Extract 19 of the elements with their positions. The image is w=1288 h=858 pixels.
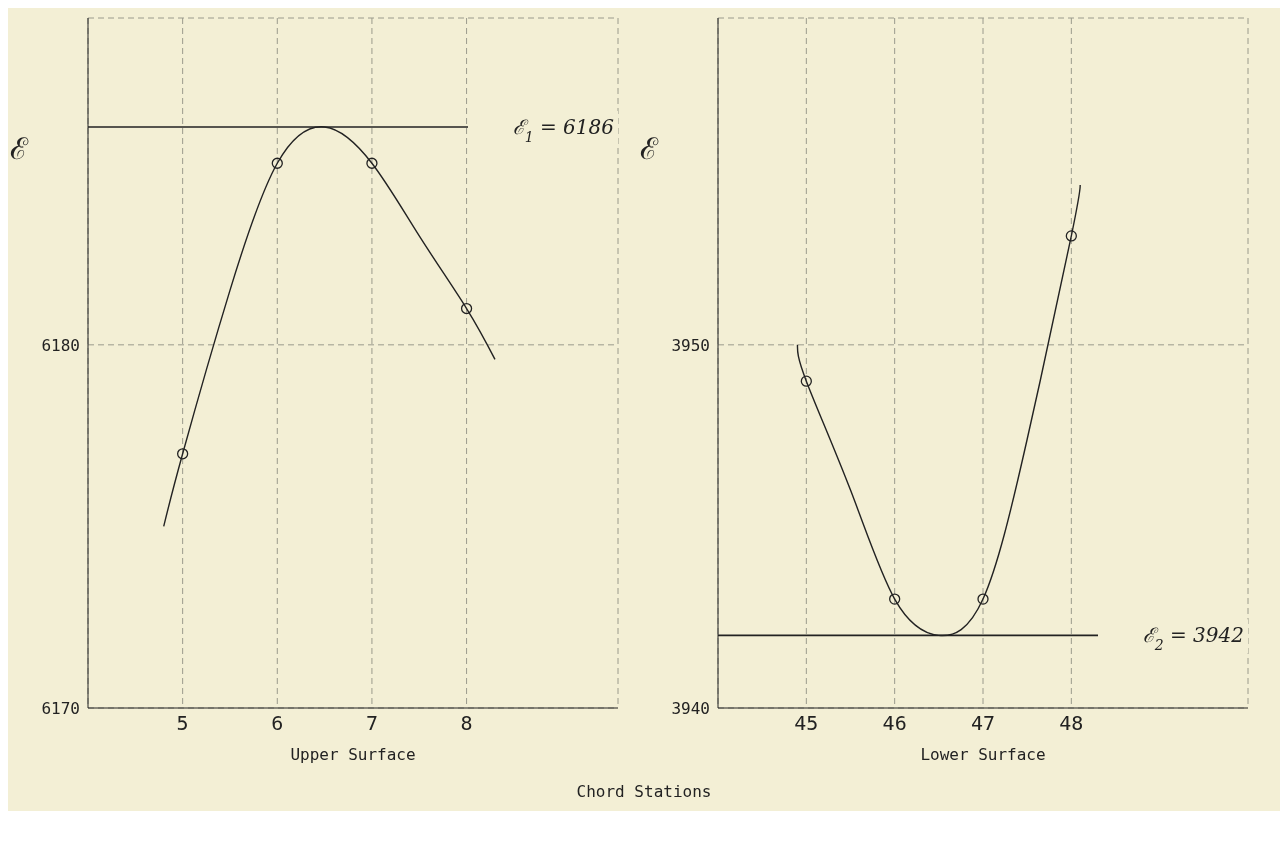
x-tick-label: 47 <box>970 711 996 736</box>
x-axis-title: Upper Surface <box>290 745 416 764</box>
y-tick-label: 6170 <box>41 698 80 718</box>
y-tick-label: 6180 <box>41 335 80 355</box>
x-tick-label: 5 <box>176 711 189 736</box>
y-axis-title: ℰ <box>640 131 659 167</box>
x-axis-title: Lower Surface <box>920 745 1046 764</box>
x-tick-label: 48 <box>1059 711 1084 736</box>
y-tick-label: 3940 <box>671 698 710 718</box>
y-tick-label: 3950 <box>671 335 710 355</box>
ref-line-label: ℰ$_{1}$ = 6186 <box>512 114 615 145</box>
x-tick-label: 46 <box>882 711 907 736</box>
x-tick-label: 7 <box>365 711 378 736</box>
x-tick-label: 45 <box>794 711 819 736</box>
ref-line-label: ℰ$_{2}$ = 3942 <box>1142 623 1244 654</box>
x-tick-label: 8 <box>460 711 473 736</box>
y-axis-title: ℰ <box>10 131 29 167</box>
text: Chord Stations <box>575 782 713 801</box>
x-tick-label: 6 <box>271 711 284 736</box>
